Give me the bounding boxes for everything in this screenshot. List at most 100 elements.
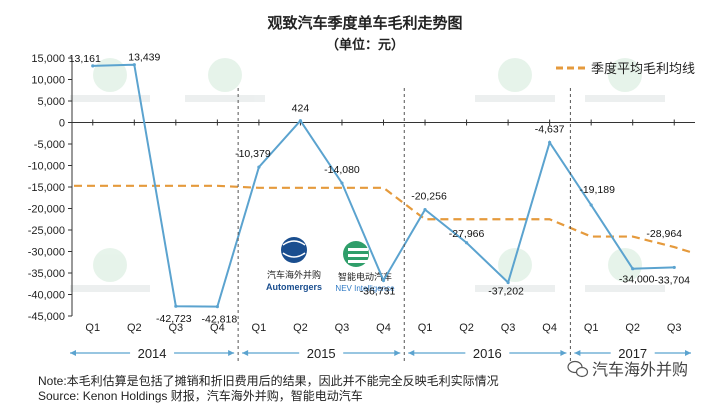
- watermark-globe-icon: [208, 58, 242, 92]
- year-label: 2014: [138, 346, 167, 361]
- x-tick-label: Q2: [293, 322, 308, 334]
- watermark-bar: [585, 285, 665, 292]
- nev-stripe: [348, 260, 368, 263]
- data-label: -33,704: [654, 274, 690, 286]
- data-point: [464, 241, 469, 245]
- data-point: [672, 265, 676, 270]
- data-label: -37,202: [488, 285, 524, 297]
- source-text: Source: Kenon Holdings 财报，汽车海外并购，智能电动汽车: [38, 389, 363, 403]
- y-tick-label: -10,000: [28, 161, 65, 173]
- watermark-layer: [70, 58, 665, 292]
- data-label: -42,818: [202, 314, 238, 326]
- automergers-globe-icon: [281, 237, 307, 263]
- legend-label-average: 季度平均毛利均线: [591, 61, 695, 76]
- data-label: -10,379: [235, 148, 271, 160]
- x-tick-label: Q3: [667, 322, 682, 334]
- watermark-bar: [475, 95, 555, 102]
- x-tick-label: Q1: [85, 322, 100, 334]
- data-label: -34,000: [619, 274, 655, 286]
- nev-stripe: [348, 248, 368, 251]
- watermark-globe-icon: [498, 248, 532, 282]
- data-point: [257, 165, 261, 169]
- data-point: [589, 203, 593, 207]
- x-tick-label: Q2: [459, 322, 474, 334]
- x-tick-label: Q4: [210, 322, 225, 334]
- watermark-globe-icon: [608, 58, 642, 92]
- data-point: [506, 280, 510, 285]
- data-point: [174, 304, 178, 308]
- chart-subtitle: （单位：元）: [326, 37, 404, 52]
- year-axis: 2014 2015 2016 2017: [70, 88, 691, 364]
- year-span-arrow: [685, 350, 691, 356]
- year-label-bg: [610, 345, 655, 361]
- y-tick-label: -45,000: [28, 311, 65, 323]
- data-label: -20,256: [411, 191, 447, 203]
- data-label: -14,080: [324, 164, 360, 176]
- year-label: 2016: [473, 346, 502, 361]
- data-point: [423, 208, 427, 212]
- year-span-arrow: [242, 350, 249, 356]
- y-tick-label: 15,000: [31, 53, 65, 65]
- data-label: -27,966: [449, 228, 485, 240]
- y-tick-label: 5,000: [37, 96, 65, 108]
- year-span-arrow: [574, 350, 581, 356]
- x-tick-label: Q2: [625, 322, 640, 334]
- data-point: [298, 119, 303, 123]
- watermark-bar: [185, 95, 265, 102]
- y-tick-label: -40,000: [28, 290, 65, 302]
- wechat-label: 汽车海外并购: [592, 361, 688, 379]
- data-point: [91, 64, 95, 68]
- data-label: 13,439: [128, 52, 160, 64]
- automergers-logo-cn: 汽车海外并购: [267, 269, 321, 280]
- year-span-arrow: [70, 350, 76, 356]
- watermark-globe-icon: [498, 58, 532, 92]
- wechat-badge: 汽车海外并购: [567, 360, 688, 379]
- y-tick-label: -35,000: [28, 268, 65, 280]
- watermark-bar: [70, 285, 150, 292]
- x-tick-label: Q3: [168, 322, 183, 334]
- watermark-bar: [475, 285, 555, 292]
- data-labels: 13,161 13,439 -42,723 -42,818 -10,379 424 -14,…: [69, 52, 690, 326]
- year-span-arrow: [560, 350, 567, 356]
- data-point: [381, 278, 386, 283]
- y-tick-label: 10,000: [31, 75, 65, 87]
- wechat-icon: [567, 360, 589, 378]
- x-tick-label: Q3: [335, 322, 350, 334]
- y-tick-label: -15,000: [28, 182, 65, 194]
- year-span-arrow: [228, 350, 235, 356]
- y-tick-label: -30,000: [28, 247, 65, 259]
- x-tick-label: Q4: [542, 322, 557, 334]
- x-tick-label: Q1: [584, 322, 599, 334]
- nev-stripe: [348, 254, 368, 257]
- y-tick-label: -5,000: [34, 139, 65, 151]
- nev-logo-cn: 智能电动汽车: [338, 271, 392, 282]
- x-tick-label: Q1: [418, 322, 433, 334]
- data-point: [340, 181, 344, 185]
- year-label-bg: [130, 345, 175, 361]
- data-point: [215, 305, 219, 309]
- x-tick-label: Q2: [127, 322, 142, 334]
- globe-lines: [282, 240, 306, 258]
- year-label-bg: [465, 345, 510, 361]
- year-label-bg: [299, 345, 344, 361]
- watermark-globe-icon: [608, 248, 642, 282]
- data-point: [631, 267, 635, 271]
- automergers-logo-en: Automergers: [266, 282, 322, 292]
- x-tick-label: Q4: [376, 322, 391, 334]
- year-label: 2017: [618, 346, 647, 361]
- x-tick-label: Q3: [501, 322, 516, 334]
- x-tick-label: Q1: [252, 322, 267, 334]
- data-label: -42,723: [156, 313, 192, 325]
- average-data-label: -28,964: [646, 228, 682, 240]
- data-label: 13,161: [69, 53, 101, 65]
- watermark-bar: [70, 95, 150, 102]
- year-label: 2015: [307, 346, 336, 361]
- data-label: -4,637: [535, 123, 565, 135]
- y-tick-label: -25,000: [28, 225, 65, 237]
- watermark-logo: [70, 58, 665, 292]
- year-span-arrow: [408, 350, 415, 356]
- y-tick-label: 0: [59, 118, 65, 130]
- data-label: -19,189: [579, 184, 615, 196]
